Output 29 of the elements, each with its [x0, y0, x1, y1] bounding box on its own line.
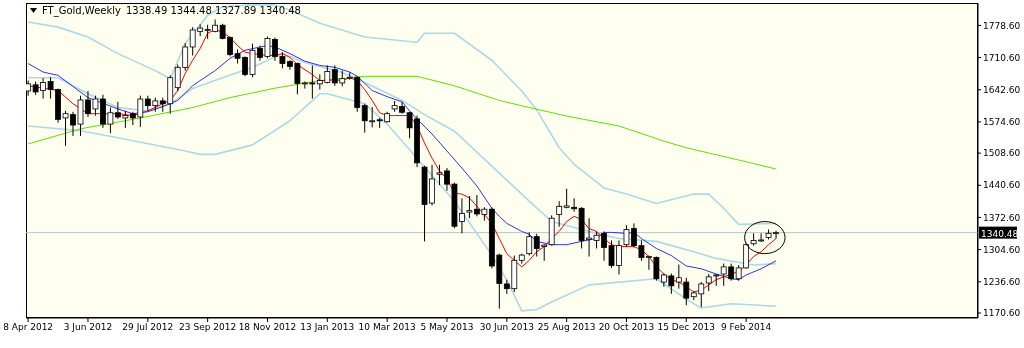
y-tick-label: 1304.60 — [983, 244, 1021, 255]
x-tick-label: 13 Jan 2013 — [300, 322, 355, 333]
x-tick-label: 5 May 2013 — [420, 322, 474, 333]
x-tick-label: 10 Mar 2013 — [358, 322, 416, 333]
y-tick-label: 1574.60 — [983, 117, 1021, 128]
candlestick — [526, 231, 533, 257]
line-series — [27, 75, 777, 170]
x-tick-label: 30 Jun 2013 — [479, 322, 534, 333]
x-tick-label: 18 Nov 2012 — [238, 322, 297, 333]
y-tick-label: 1508.60 — [983, 148, 1021, 159]
x-tick-label: 9 Feb 2014 — [721, 322, 772, 333]
y-tick-label: 1710.60 — [983, 52, 1021, 63]
y-tick-label: 1778.60 — [983, 20, 1021, 31]
y-tick-label: 1642.60 — [983, 84, 1021, 95]
y-tick-label: 1372.60 — [983, 212, 1021, 223]
annotation: 1338.49 1344.48 1327.89 1340.48 — [125, 5, 301, 16]
x-tick-label: 15 Dec 2013 — [657, 322, 716, 333]
y-tick-label: 1170.60 — [983, 308, 1021, 319]
x-tick-label: 23 Sep 2012 — [179, 322, 237, 333]
x-tick-label: 3 Jun 2012 — [63, 322, 113, 333]
x-tick-label: 20 Oct 2013 — [598, 322, 655, 333]
y-tick-label: 1236.60 — [983, 276, 1021, 287]
x-tick-label: 25 Aug 2013 — [537, 322, 596, 333]
x-tick-label: 29 Jul 2012 — [122, 322, 174, 333]
chart-title: FT_Gold,Weekly — [42, 5, 121, 16]
x-tick-label: 8 Apr 2012 — [3, 322, 54, 333]
ref-line-label: 1340.48 — [981, 228, 1019, 239]
y-tick-label: 1440.60 — [983, 180, 1021, 191]
line-series — [27, 93, 777, 312]
